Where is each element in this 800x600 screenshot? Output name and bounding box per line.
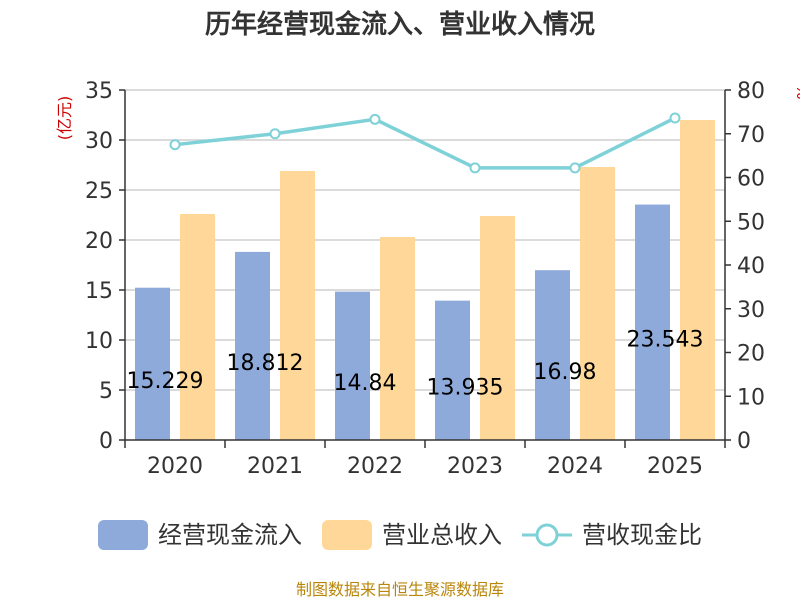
- x-tick-label: 2024: [547, 454, 603, 479]
- left-tick-label: 5: [99, 379, 113, 404]
- right-tick-label: 30: [737, 298, 765, 323]
- data-label-cashflow: 23.543: [627, 327, 704, 352]
- legend-swatch-revenue: [322, 520, 372, 550]
- bar-cashflow: [435, 300, 470, 440]
- legend-label-cashflow: 经营现金流入: [158, 521, 302, 549]
- bar-series: [135, 120, 715, 440]
- bar-cashflow: [335, 291, 370, 440]
- axes: [124, 90, 726, 441]
- x-tick-label: 2025: [647, 454, 703, 479]
- bar-revenue: [380, 237, 415, 440]
- bar-revenue: [280, 171, 315, 440]
- right-axis-unit: %: [793, 84, 800, 99]
- bar-cashflow: [235, 251, 270, 440]
- right-tick-label: 0: [737, 429, 751, 454]
- x-tick-label: 2022: [347, 454, 403, 479]
- left-tick-label: 10: [85, 329, 113, 354]
- left-tick-label: 0: [99, 429, 113, 454]
- bar-cashflow: [635, 204, 670, 440]
- right-tick-label: 50: [737, 210, 765, 235]
- bar-cashflow: [135, 287, 170, 440]
- ratio-line: [174, 116, 676, 170]
- legend: 经营现金流入 营业总收入 营收现金比: [98, 520, 702, 550]
- right-tick-label: 20: [737, 342, 765, 367]
- left-tick-label: 20: [85, 229, 113, 254]
- left-axis-ticks: 0 5 10 15 20 25 30 35: [85, 79, 125, 454]
- ratio-point: [569, 162, 581, 174]
- right-axis-ticks: 0 10 20 30 40 50 60 70 80: [725, 79, 765, 454]
- ratio-point: [269, 128, 281, 140]
- data-label-cashflow: 13.935: [427, 375, 504, 400]
- data-label-cashflow: 15.229: [127, 369, 204, 394]
- right-tick-label: 80: [737, 79, 765, 104]
- right-tick-label: 60: [737, 167, 765, 192]
- legend-marker-ratio: [535, 523, 559, 547]
- line-series: [169, 112, 681, 174]
- right-tick-label: 70: [737, 123, 765, 148]
- bar-revenue: [580, 167, 615, 440]
- legend-label-revenue: 营业总收入: [382, 521, 502, 549]
- left-tick-label: 35: [85, 79, 113, 104]
- legend-label-ratio: 营收现金比: [582, 521, 702, 549]
- bar-revenue: [480, 216, 515, 440]
- legend-swatch-cashflow: [98, 520, 148, 550]
- bar-revenue: [680, 120, 715, 440]
- data-label-cashflow: 16.98: [534, 360, 597, 385]
- right-tick-label: 10: [737, 385, 765, 410]
- left-tick-label: 25: [85, 179, 113, 204]
- left-tick-label: 30: [85, 129, 113, 154]
- ratio-point: [469, 162, 481, 174]
- ratio-point: [369, 113, 381, 125]
- x-tick-label: 2020: [147, 454, 203, 479]
- ratio-point: [669, 112, 681, 124]
- left-axis-unit: (亿元): [55, 96, 74, 141]
- x-tick-label: 2021: [247, 454, 303, 479]
- ratio-point: [169, 139, 181, 151]
- left-tick-label: 15: [85, 279, 113, 304]
- source-note: 制图数据来自恒生聚源数据库: [296, 580, 504, 599]
- x-axis-ticks: 2020 2021 2022 2023 2024 2025: [124, 440, 726, 479]
- data-label-cashflow: 18.812: [227, 351, 304, 376]
- x-tick-label: 2023: [447, 454, 503, 479]
- data-label-cashflow: 14.84: [334, 371, 397, 396]
- data-labels: 15.229 18.812 14.84 13.935 16.98 23.543: [127, 327, 704, 400]
- bar-revenue: [180, 214, 215, 440]
- bar-cashflow: [535, 270, 570, 440]
- right-tick-label: 40: [737, 254, 765, 279]
- chart-title: 历年经营现金流入、营业收入情况: [205, 9, 595, 40]
